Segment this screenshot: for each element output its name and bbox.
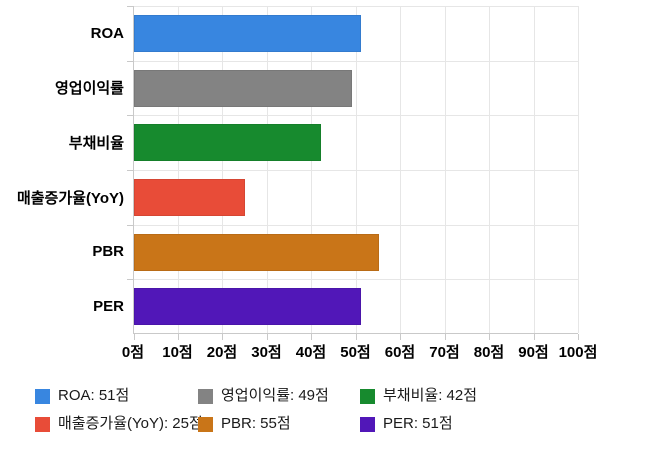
y-tick-mark (127, 115, 133, 117)
x-tick-label: 10점 (162, 344, 193, 361)
x-tick-mark (489, 334, 490, 340)
x-tick-label: 70점 (429, 344, 460, 361)
x-tick-mark (578, 334, 579, 340)
vertical-gridline (578, 6, 579, 333)
y-tick-mark (127, 224, 133, 226)
horizontal-gridline (134, 279, 578, 281)
legend-label: PBR: 55점 (221, 415, 291, 432)
vertical-gridline (489, 6, 490, 333)
bar (134, 124, 321, 162)
category-label: PER (93, 298, 124, 316)
x-tick-label: 60점 (384, 344, 416, 361)
bar (134, 178, 246, 216)
x-tick-mark (355, 334, 357, 340)
vertical-gridline (311, 6, 312, 333)
x-tick-label: 20점 (206, 344, 238, 361)
legend-label: 영업이익률: 49점 (221, 387, 329, 404)
legend-swatch-icon (198, 388, 213, 404)
x-tick-mark (533, 334, 535, 340)
legend-item: 영업이익률: 49점 (198, 388, 360, 404)
legend-item: PER: 51점 (360, 416, 625, 432)
legend-label: ROA: 51점 (58, 387, 130, 404)
legend-label: 부채비율: 42점 (383, 387, 478, 404)
bar (134, 288, 361, 326)
x-tick-mark (177, 334, 179, 340)
bar (134, 14, 361, 52)
horizontal-gridline (134, 6, 578, 7)
x-tick-label: 0점 (121, 344, 145, 361)
legend-item: 매출증가율(YoY): 25점 (35, 416, 203, 432)
category-label: ROA (90, 24, 124, 42)
vertical-gridline (400, 6, 401, 333)
x-tick-label: 40점 (295, 344, 327, 361)
legend-label: PER: 51점 (383, 415, 453, 432)
x-tick-label: 90점 (518, 344, 549, 361)
legend-swatch-icon (35, 416, 50, 432)
legend-swatch-icon (35, 388, 50, 404)
horizontal-gridline (134, 115, 578, 117)
horizontal-gridline (134, 170, 578, 171)
x-tick-label: 100점 (558, 344, 598, 361)
x-tick-label: 30점 (251, 344, 282, 361)
bar (134, 69, 353, 107)
y-tick-mark (127, 279, 133, 281)
legend-label: 매출증가율(YoY): 25점 (58, 415, 203, 432)
y-tick-mark (127, 6, 133, 7)
y-tick-mark (127, 170, 133, 171)
vertical-gridline (177, 6, 179, 333)
vertical-gridline (444, 6, 446, 333)
bar (134, 233, 379, 271)
x-tick-mark (222, 334, 223, 340)
category-label: 영업이익률 (54, 80, 124, 98)
vertical-gridline (266, 6, 268, 333)
plot-area (127, 6, 579, 340)
legend-item: 부채비율: 42점 (360, 388, 625, 404)
legend-swatch-icon (360, 416, 375, 432)
x-tick-mark (444, 334, 446, 340)
x-tick-label: 80점 (473, 344, 505, 361)
legend-swatch-icon (360, 388, 375, 404)
x-axis: 0점 10점 20점 30점 40점 50점 60점 70점 80점 90점 100점 (122, 341, 597, 361)
x-tick-mark (134, 334, 135, 340)
category-label: 매출증가율(YoY) (16, 189, 124, 207)
horizontal-gridline (134, 60, 578, 62)
vertical-gridline (533, 6, 535, 333)
x-tick-mark (266, 334, 268, 340)
legend-swatch-icon (198, 416, 213, 432)
legend-item: PBR: 55점 (198, 416, 360, 432)
y-tick-mark (127, 60, 133, 62)
category-label: PBR (92, 243, 124, 261)
legend-item: ROA: 51점 (35, 388, 198, 404)
x-tick-mark (400, 334, 401, 340)
vertical-gridline (355, 6, 357, 333)
x-tick-label: 50점 (340, 344, 371, 361)
x-tick-mark (311, 334, 312, 340)
horizontal-gridline (134, 224, 578, 226)
vertical-gridline (222, 6, 223, 333)
category-label: 부채비율 (68, 135, 124, 153)
